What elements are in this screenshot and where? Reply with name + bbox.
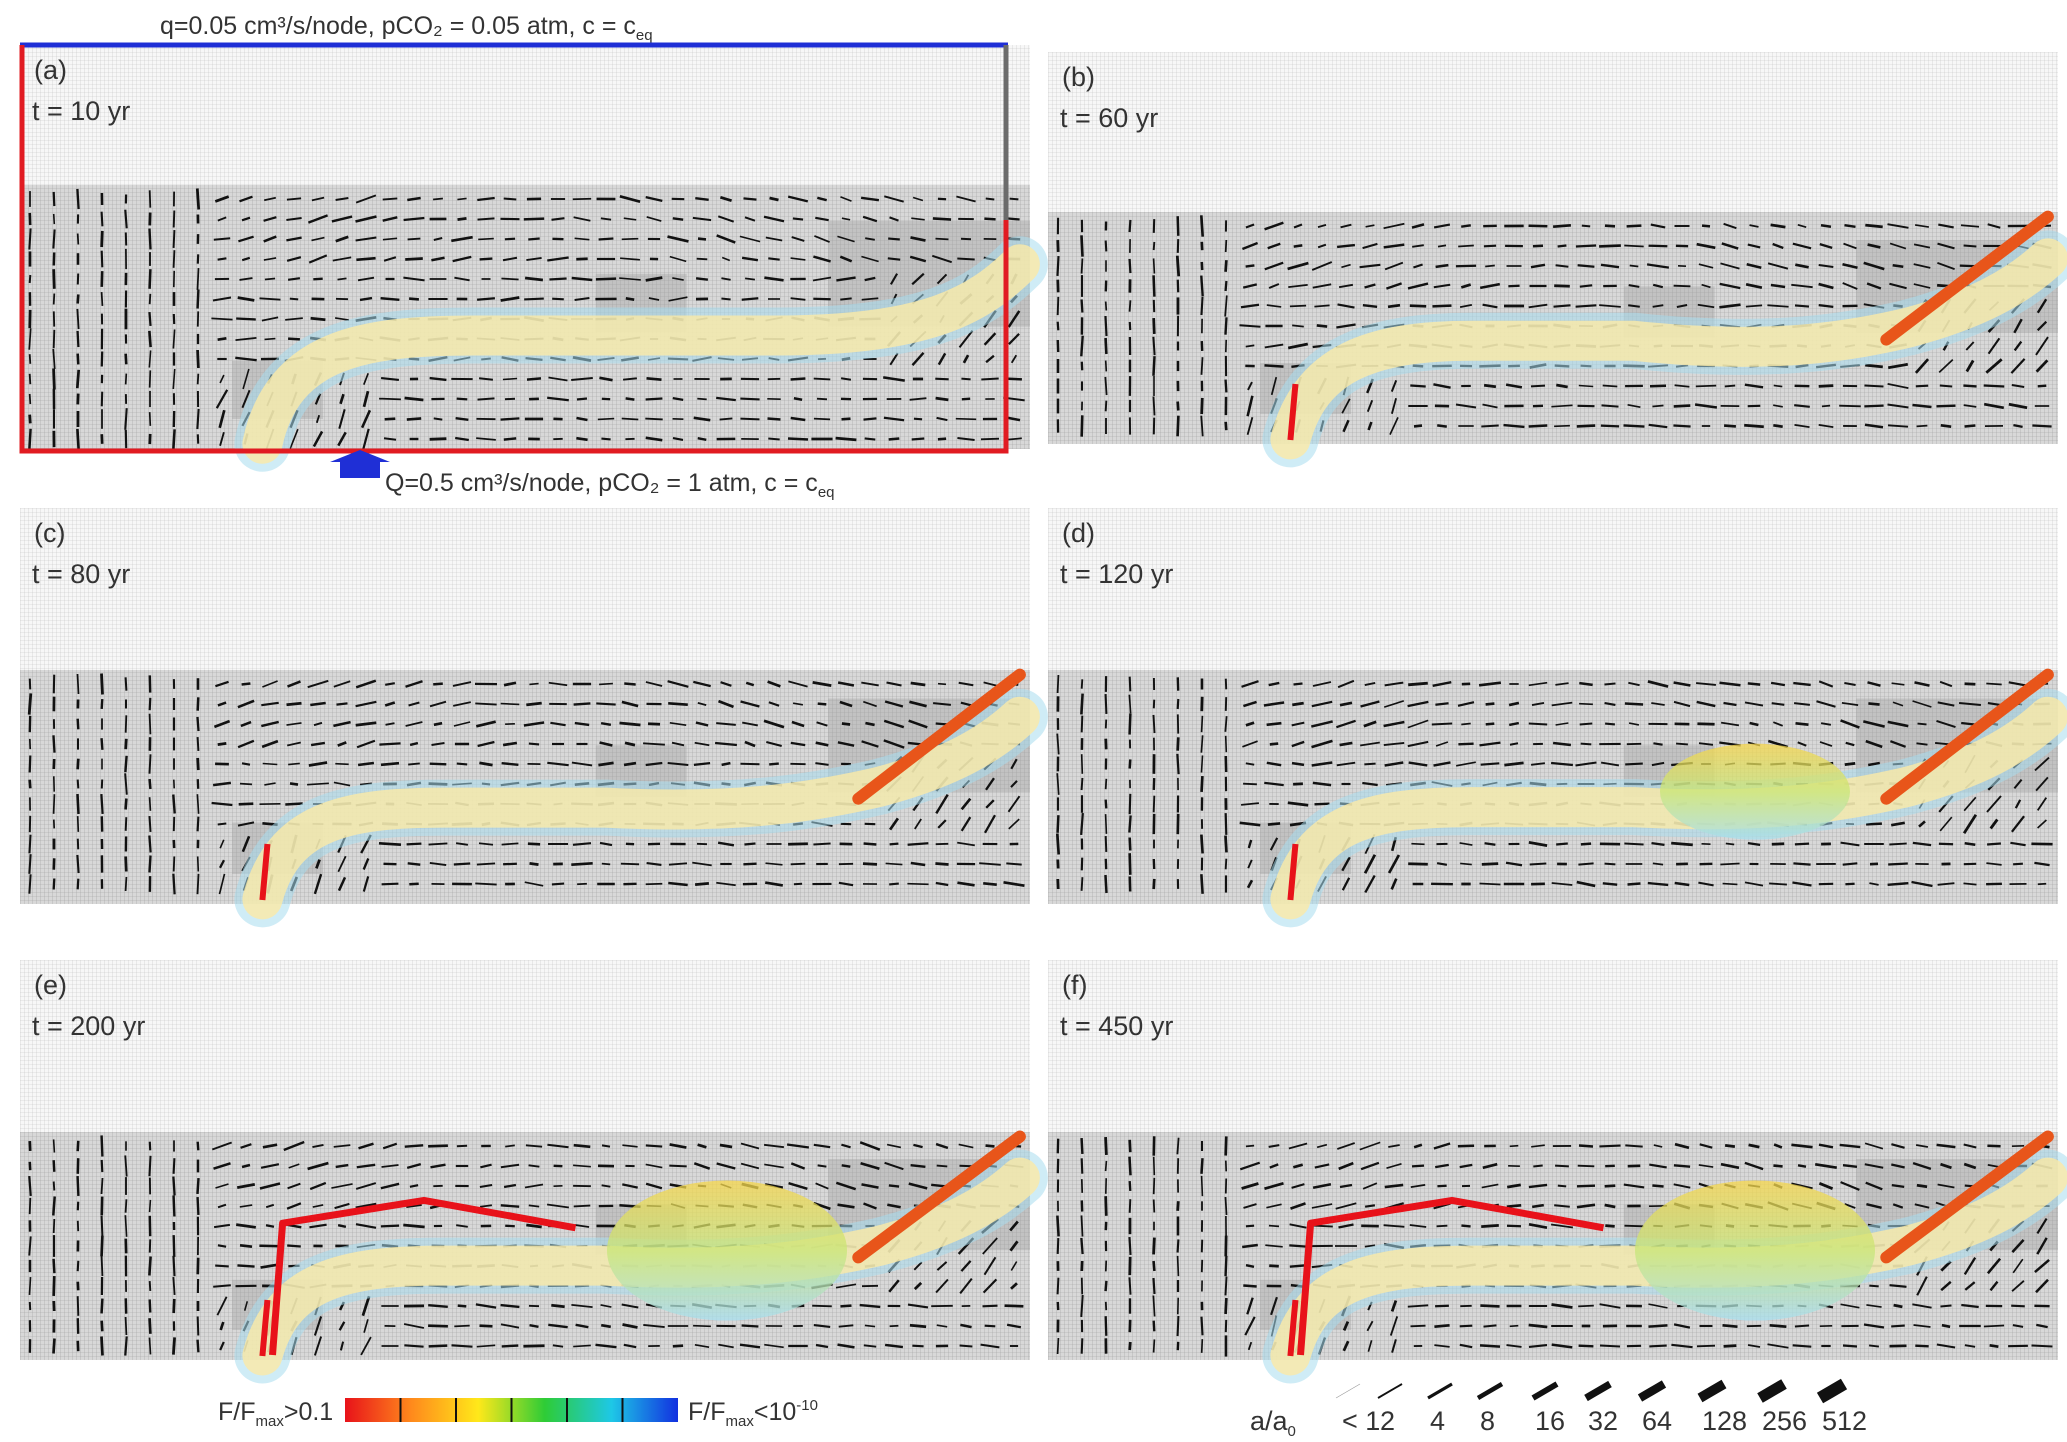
aperture-swatch [1816,1378,1848,1404]
panel-label: (e) [34,970,67,1000]
panel-time: t = 60 yr [1060,103,1158,133]
wormhole-channel [1880,1130,2054,1264]
aperture-value: 4 [1430,1406,1445,1436]
dissolution-plume [242,696,1040,920]
inflow-arrow-icon [330,450,390,478]
panel-label: (b) [1062,62,1095,92]
panel-label: (f) [1062,970,1087,1000]
aperture-value: 16 [1535,1406,1565,1436]
aperture-legend: a/a0 < 1 2 4 8 16 32 64 128 256 512 [1250,1378,1867,1440]
colorbar-right-label: F/Fmax<10-10 [688,1397,818,1430]
wormhole-channel [1880,210,2054,346]
inlet-channel [259,1299,271,1357]
panel: (c) t = 80 yr [20,508,1048,928]
aperture-value: < 1 [1342,1406,1380,1436]
aperture-value: 64 [1642,1406,1672,1436]
aperture-swatch [1335,1383,1361,1399]
dissolution-bulb [1635,1180,1875,1321]
wormhole-channel [852,1130,1026,1264]
inlet-channel [259,843,271,901]
aperture-swatch [1427,1382,1453,1400]
panel: (e) t = 200 yr [20,960,1048,1384]
panel: (f) t = 450 yr [1048,960,2067,1384]
dissolution-bulb [1660,743,1850,840]
aperture-swatch [1637,1380,1667,1402]
boundary-annotations: q=0.05 cm³/s/node, pCO₂ = 0.05 atm, c = … [19,12,1009,501]
aperture-legend-prefix: a/a0 [1250,1406,1296,1440]
aperture-swatch [1377,1383,1403,1399]
panel: (a) t = 10 yr [20,45,1048,472]
top-boundary-text: q=0.05 cm³/s/node, pCO₂ = 0.05 atm, c = … [160,12,653,44]
aperture-value: 2 [1380,1406,1395,1436]
aperture-swatch [1757,1379,1787,1403]
velocity-field [28,188,1025,450]
aperture-swatch [1531,1381,1559,1401]
inlet-channel [1287,1299,1299,1357]
flux-colorbar: F/Fmax>0.1 F/Fmax<10-10 [218,1397,818,1430]
wormhole-path [269,1196,577,1356]
wormhole-path [1297,1196,1605,1356]
inlet-channel [1287,383,1299,441]
aperture-value: 512 [1822,1406,1867,1436]
panel: (b) t = 60 yr [1048,52,2067,468]
wormhole-channel [1880,668,2054,805]
panel: (d) t = 120 yr [1048,508,2067,928]
panel-time: t = 80 yr [32,559,130,589]
panel-time: t = 200 yr [32,1011,145,1041]
aperture-value: 256 [1762,1406,1807,1436]
bottom-boundary-text: Q=0.5 cm³/s/node, pCO₂ = 1 atm, c = ceq [385,469,835,501]
aperture-swatch [1476,1382,1504,1400]
panel-label: (d) [1062,518,1095,548]
panel-time: t = 120 yr [1060,559,1173,589]
dissolution-plume [242,244,1040,464]
dissolution-plume [1270,238,2067,460]
panel-time: t = 450 yr [1060,1011,1173,1041]
aperture-value: 128 [1702,1406,1747,1436]
dissolution-bulb [607,1180,847,1321]
aperture-value: 32 [1588,1406,1618,1436]
panel-label: (c) [34,518,65,548]
wormhole-channel [852,668,1026,805]
no-flow-boundary-line [19,45,1009,454]
colorbar-ticks [399,1398,624,1422]
colorbar-left-label: F/Fmax>0.1 [218,1398,333,1430]
inlet-channel [1287,843,1299,901]
aperture-value: 8 [1480,1406,1495,1436]
aperture-swatch [1584,1380,1612,1402]
aperture-swatch [1697,1379,1727,1403]
panel-label: (a) [34,55,67,85]
panel-time: t = 10 yr [32,96,130,126]
